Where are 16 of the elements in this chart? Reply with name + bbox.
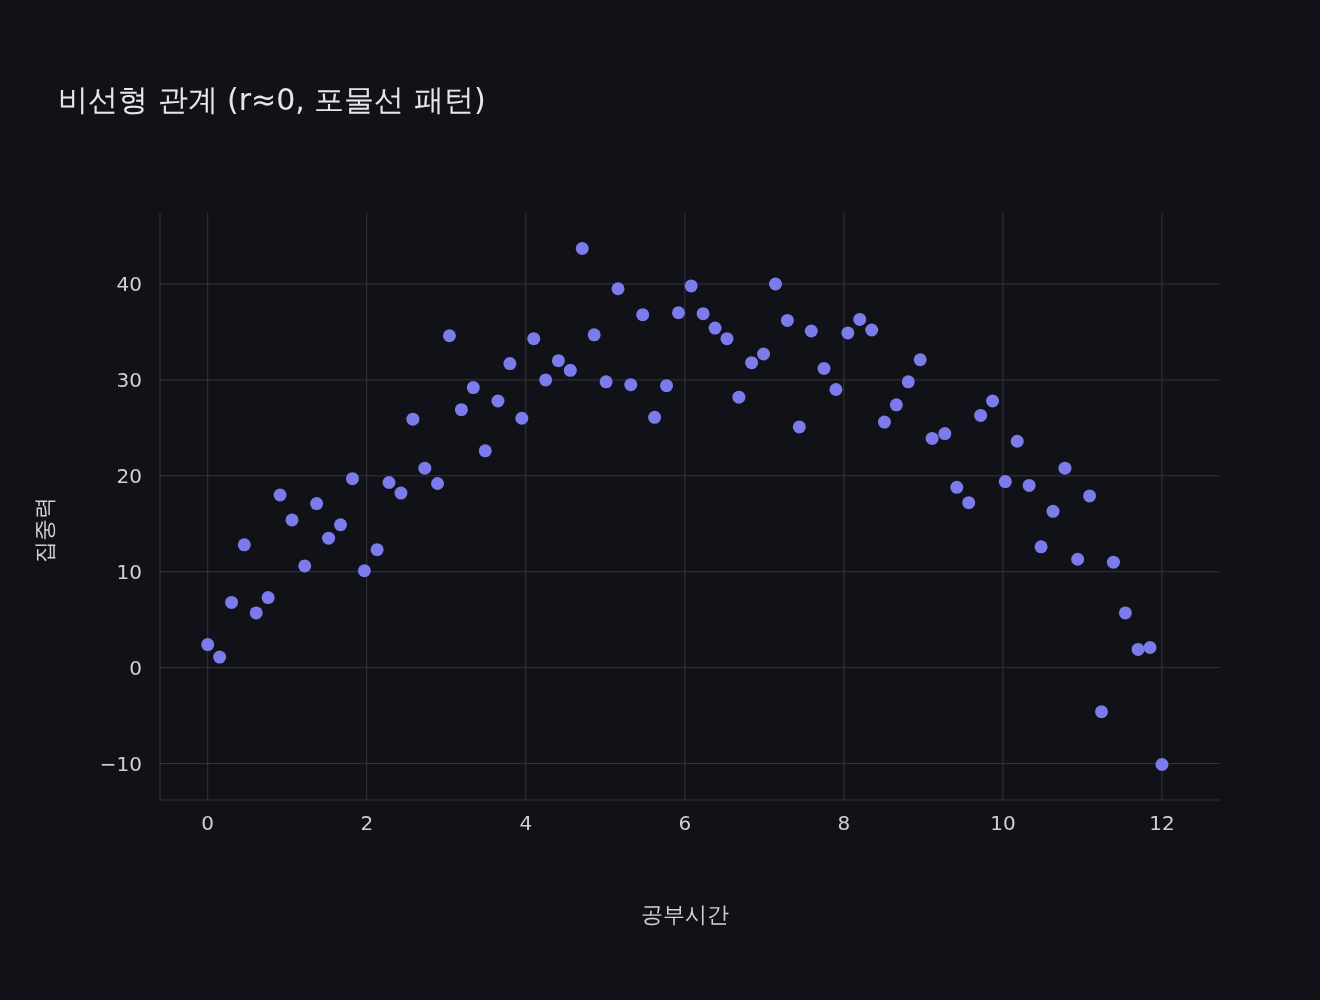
y-tick-label: −10 (99, 751, 142, 776)
y-axis-title: 집중력 (31, 497, 58, 563)
x-tick-label: 2 (360, 811, 374, 836)
y-tick-label: 10 (116, 559, 142, 584)
chart-title: 비선형 관계 (r≈0, 포물선 패턴) (58, 81, 486, 119)
x-tick-label: 6 (678, 811, 692, 836)
x-tick-label: 12 (1149, 811, 1175, 836)
y-tick-label: 40 (116, 272, 142, 297)
x-tick-label: 8 (837, 811, 851, 836)
x-tick-label: 10 (990, 811, 1016, 836)
y-tick-label: 20 (116, 463, 142, 488)
x-axis-title: 공부시간 (641, 901, 729, 929)
y-tick-label: 30 (116, 367, 142, 392)
x-tick-label: 0 (201, 811, 215, 836)
x-tick-label: 4 (519, 811, 533, 836)
y-tick-label: 0 (129, 655, 142, 680)
